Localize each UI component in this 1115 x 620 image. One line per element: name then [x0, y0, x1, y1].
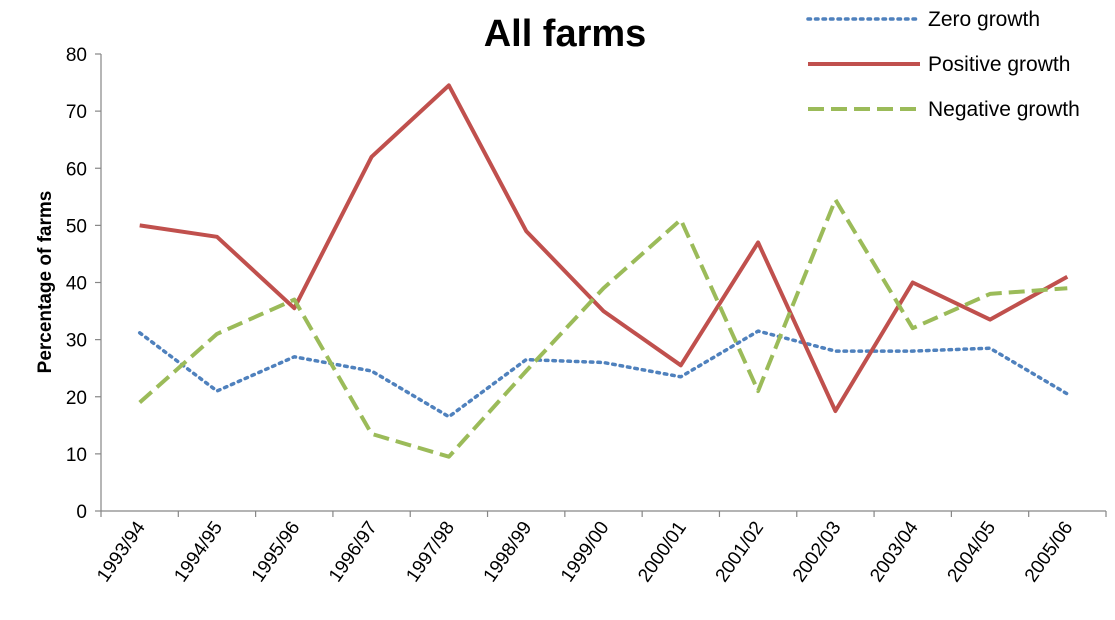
x-category-label: 1997/98 — [402, 518, 459, 586]
x-category-label: 1999/00 — [557, 518, 614, 586]
x-category-label: 2000/01 — [634, 518, 691, 586]
y-tick-label: 40 — [66, 274, 87, 295]
x-category-label: 1995/96 — [248, 518, 305, 586]
x-category-label: 2002/03 — [789, 518, 846, 586]
series-layer — [137, 83, 1070, 459]
x-category-label: 1996/97 — [325, 518, 382, 586]
series-line-negative-growth — [138, 197, 1068, 459]
x-category-label: 1994/95 — [170, 518, 227, 586]
chart-title: All farms — [484, 13, 647, 55]
y-tick-label: 60 — [66, 159, 87, 180]
y-tick-label: 80 — [66, 45, 87, 66]
series-line-zero-growth — [137, 329, 1070, 419]
legend: Zero growth Positive growth Negative growt… — [806, 8, 1080, 121]
legend-label: Negative growth — [928, 98, 1080, 121]
y-tick-label: 70 — [66, 102, 87, 123]
legend-label: Zero growth — [928, 8, 1040, 31]
y-tick-label: 10 — [66, 445, 87, 466]
x-category-label: 2004/05 — [944, 518, 1001, 586]
x-category-label: 2005/06 — [1021, 518, 1078, 586]
legend-label: Positive growth — [928, 53, 1070, 76]
series-line-positive-growth — [139, 83, 1069, 413]
x-category-label: 1998/99 — [480, 518, 537, 586]
y-tick-label: 50 — [66, 216, 87, 237]
y-tick-label: 30 — [66, 331, 87, 352]
y-axis-label: Percentage of farms — [35, 191, 56, 374]
x-category-label: 1993/94 — [93, 517, 150, 586]
x-category-label: 2001/02 — [712, 518, 769, 586]
axes: 0 10 20 30 40 50 60 70 80 1993/94 1994/95 1995/96 19… — [66, 45, 1107, 586]
x-category-label: 2003/04 — [866, 517, 923, 586]
y-tick-label: 0 — [76, 502, 87, 523]
y-tick-label: 20 — [66, 388, 87, 409]
